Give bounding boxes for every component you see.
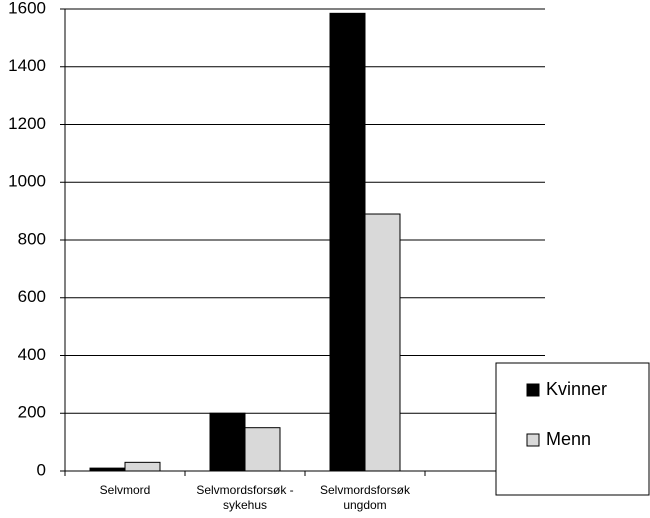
- legend-swatch: [526, 433, 540, 447]
- legend-label: Menn: [546, 429, 591, 449]
- legend-label: Kvinner: [546, 379, 607, 399]
- x-tick-label: Selvmord: [100, 483, 151, 497]
- y-tick-label: 1200: [8, 114, 46, 133]
- y-tick-label: 200: [18, 403, 46, 422]
- y-tick-label: 800: [18, 229, 46, 248]
- y-tick-label: 0: [37, 460, 46, 479]
- y-tick-label: 1600: [8, 0, 46, 17]
- bar: [124, 461, 161, 472]
- legend-box: [495, 362, 650, 496]
- y-tick-label: 1400: [8, 56, 46, 75]
- x-tick-label: Selvmordsforsøk ungdom: [320, 483, 411, 512]
- bar: [364, 213, 401, 472]
- y-tick-label: 400: [18, 345, 46, 364]
- y-tick-label: 1000: [8, 172, 46, 191]
- bar: [244, 427, 281, 472]
- bar: [209, 412, 246, 472]
- legend-swatch: [526, 383, 540, 397]
- y-tick-label: 600: [18, 287, 46, 306]
- x-tick-label: Selvmordsforsøk -sykehus: [196, 483, 293, 512]
- legend: Kvinner Menn: [495, 362, 650, 496]
- bar: [329, 12, 366, 472]
